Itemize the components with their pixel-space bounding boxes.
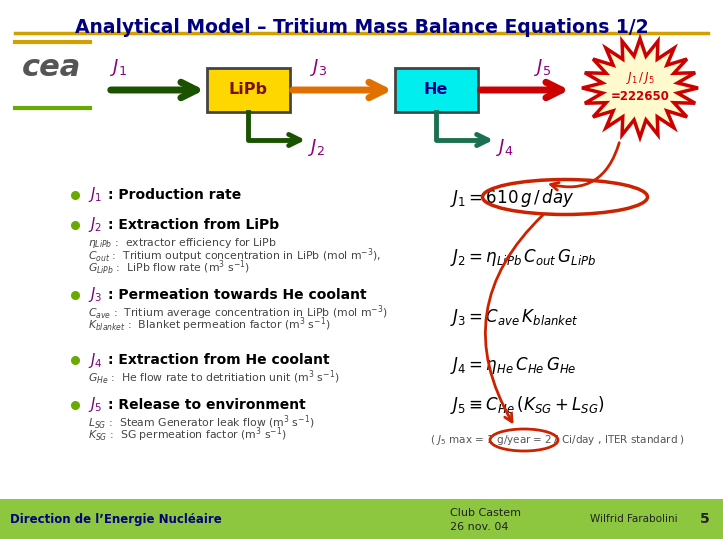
Text: $J_3$: $J_3$	[88, 286, 103, 305]
Text: : Extraction from He coolant: : Extraction from He coolant	[108, 353, 330, 367]
Text: LiPb: LiPb	[228, 82, 268, 98]
Text: : Release to environment: : Release to environment	[108, 398, 306, 412]
Text: $K_{SG}$ :  SG permeation factor (m$^3$ s$^{-1}$): $K_{SG}$ : SG permeation factor (m$^3$ s…	[88, 426, 287, 444]
Text: cea: cea	[22, 53, 82, 82]
Text: $J_5 \equiv C_{He}\,(K_{SG} + L_{SG})$: $J_5 \equiv C_{He}\,(K_{SG} + L_{SG})$	[450, 394, 604, 416]
Text: $\eta_{LiPb}$ :  extractor efficiency for LiPb: $\eta_{LiPb}$ : extractor efficiency for…	[88, 236, 277, 250]
Text: $J_2$: $J_2$	[88, 216, 102, 234]
Text: : Extraction from LiPb: : Extraction from LiPb	[108, 218, 279, 232]
Text: $J_2$: $J_2$	[308, 137, 325, 158]
Text: $J_1$: $J_1$	[110, 58, 127, 79]
Text: : Permeation towards He coolant: : Permeation towards He coolant	[108, 288, 367, 302]
Text: =222650: =222650	[610, 89, 669, 102]
Text: $J_4$: $J_4$	[496, 137, 513, 158]
Text: $J_1 = 610\,g\,/\,day$: $J_1 = 610\,g\,/\,day$	[450, 187, 575, 209]
Text: : Production rate: : Production rate	[108, 188, 241, 202]
Text: 5: 5	[701, 512, 710, 526]
Text: He: He	[424, 82, 448, 98]
Text: Direction de l’Energie Nucléaire: Direction de l’Energie Nucléaire	[10, 513, 222, 526]
Text: Club Castem: Club Castem	[450, 508, 521, 518]
Text: $C_{ave}$ :  Tritium average concentration in LiPb (mol m$^{-3}$): $C_{ave}$ : Tritium average concentratio…	[88, 303, 388, 322]
Text: $J_5$: $J_5$	[534, 58, 551, 79]
Text: $K_{blanket}$ :  Blanket permeation factor (m$^3$ s$^{-1}$): $K_{blanket}$ : Blanket permeation facto…	[88, 316, 330, 334]
Text: $J_4 = \eta_{He}\,C_{He}\,G_{He}$: $J_4 = \eta_{He}\,C_{He}\,G_{He}$	[450, 355, 576, 376]
FancyBboxPatch shape	[395, 68, 478, 112]
Text: $J_5$: $J_5$	[88, 396, 103, 414]
FancyBboxPatch shape	[207, 68, 290, 112]
Text: Analytical Model – Tritium Mass Balance Equations 1/2: Analytical Model – Tritium Mass Balance …	[75, 18, 649, 37]
Text: $G_{LiPb}$ :  LiPb flow rate (m$^3$ s$^{-1}$): $G_{LiPb}$ : LiPb flow rate (m$^3$ s$^{-…	[88, 259, 250, 277]
Text: 26 nov. 04: 26 nov. 04	[450, 522, 508, 532]
Text: $J_3$: $J_3$	[310, 58, 328, 79]
Text: $L_{SG}$ :  Steam Generator leak flow (m$^3$ s$^{-1}$): $L_{SG}$ : Steam Generator leak flow (m$…	[88, 414, 315, 432]
FancyArrowPatch shape	[551, 143, 619, 190]
Text: Wilfrid Farabolini: Wilfrid Farabolini	[590, 514, 677, 524]
Text: $C_{out}$ :  Tritium output concentration in LiPb (mol m$^{-3}$),: $C_{out}$ : Tritium output concentration…	[88, 247, 381, 265]
FancyArrowPatch shape	[485, 215, 543, 422]
Text: $J_3 = C_{ave}\,K_{blanket}$: $J_3 = C_{ave}\,K_{blanket}$	[450, 308, 579, 328]
Text: ( $J_5$ max = 1 g/year = 27 Ci/day , ITER standard ): ( $J_5$ max = 1 g/year = 27 Ci/day , ITE…	[430, 433, 685, 447]
Text: $G_{He}$ :  He flow rate to detritiation unit (m$^3$ s$^{-1}$): $G_{He}$ : He flow rate to detritiation …	[88, 369, 340, 387]
Text: $J_1\,/\,J_5$: $J_1\,/\,J_5$	[625, 70, 654, 86]
Text: $J_4$: $J_4$	[88, 350, 103, 370]
Text: $J_1$: $J_1$	[88, 185, 102, 204]
Polygon shape	[582, 39, 698, 137]
FancyBboxPatch shape	[0, 499, 723, 539]
Text: $J_2 = \eta_{LiPb}\,C_{out}\,G_{LiPb}$: $J_2 = \eta_{LiPb}\,C_{out}\,G_{LiPb}$	[450, 247, 596, 268]
